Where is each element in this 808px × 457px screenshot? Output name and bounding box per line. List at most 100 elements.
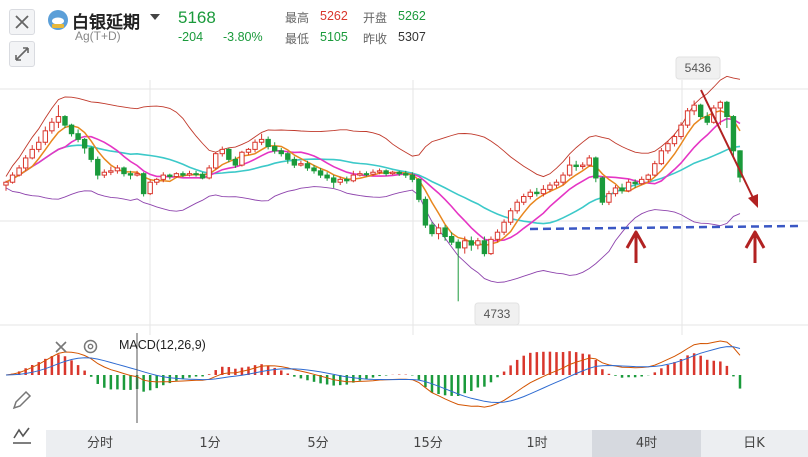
candle-body	[534, 191, 540, 195]
ma10-line	[5, 117, 741, 242]
candle-body	[108, 170, 114, 173]
min-price-label: 4733	[484, 307, 511, 321]
candle-body	[593, 157, 599, 179]
candle-body	[652, 163, 658, 176]
candle-body	[3, 181, 9, 186]
candle-body	[507, 210, 514, 223]
candle-body	[521, 196, 527, 203]
close-button[interactable]	[9, 9, 35, 35]
candle-body	[442, 227, 448, 237]
candle-body	[62, 116, 68, 126]
candle-body	[199, 173, 206, 179]
candle-body	[127, 173, 134, 176]
high-value: 5262	[320, 9, 348, 23]
draw-tool-button[interactable]	[9, 389, 35, 415]
candle-body	[717, 101, 724, 109]
candle-body	[619, 187, 625, 192]
candle-body	[114, 167, 121, 172]
candle-body	[213, 153, 219, 169]
timeframe-4h[interactable]: 4时	[592, 430, 701, 457]
timeframe-15min[interactable]: 15分	[413, 436, 443, 451]
timeframe-1min[interactable]: 1分	[199, 436, 221, 451]
candle-body	[429, 224, 435, 235]
candle-body	[101, 171, 108, 176]
candle-body	[147, 181, 153, 195]
candle-body	[154, 178, 160, 183]
candle-body	[330, 177, 337, 183]
candle-body	[671, 136, 678, 145]
candle-body	[317, 170, 324, 176]
candle-body	[560, 174, 566, 183]
indicator-settings-icon[interactable]	[82, 338, 99, 355]
candle-body	[357, 173, 363, 176]
candle-body	[553, 181, 560, 186]
expand-button[interactable]	[9, 41, 35, 67]
macd-chart[interactable]	[0, 333, 808, 429]
candle-body	[121, 167, 127, 175]
candle-body	[298, 163, 304, 166]
candle-body	[403, 173, 409, 176]
timeframe-fenshi[interactable]: 分时	[86, 436, 113, 451]
candle-body	[383, 170, 389, 175]
candle-body	[658, 150, 665, 165]
low-value: 5105	[320, 30, 348, 44]
candle-body	[304, 163, 311, 169]
candle-body	[514, 201, 520, 212]
candle-body	[160, 174, 166, 180]
indicator-close-icon[interactable]	[54, 340, 68, 354]
timeframe-1h[interactable]: 1时	[526, 436, 548, 451]
timeframe-5min[interactable]: 5分	[307, 436, 329, 451]
pencil-icon	[12, 390, 32, 410]
candle-body	[75, 133, 81, 140]
candle-body	[704, 116, 710, 123]
candle-body	[580, 164, 586, 168]
candle-body	[416, 178, 422, 200]
down-arrow-head	[748, 194, 758, 208]
candle-body	[278, 150, 284, 155]
dropdown-chevron-icon[interactable]	[150, 14, 160, 22]
candle-body	[625, 181, 632, 192]
expand-icon	[15, 47, 29, 61]
up-arrow-2	[744, 230, 766, 263]
candle-body	[95, 158, 101, 176]
candle-body	[389, 171, 396, 175]
candle-body	[730, 116, 737, 152]
candle-body	[566, 164, 573, 176]
candle-body	[396, 171, 402, 175]
candle-body	[645, 174, 651, 180]
timeframe-day[interactable]: 日K	[743, 436, 765, 451]
candle-body	[291, 158, 298, 166]
candle-body	[245, 148, 252, 153]
candle-body	[697, 104, 704, 118]
candle-body	[684, 110, 691, 126]
candle-body	[22, 157, 29, 169]
candle-body	[435, 227, 442, 235]
candle-body	[363, 173, 370, 176]
candle-body	[540, 188, 547, 195]
product-code: Ag(T+D)	[75, 29, 121, 43]
candle-body	[29, 148, 35, 159]
candle-body	[494, 231, 501, 240]
candle-body	[16, 167, 22, 176]
candle-body	[239, 151, 245, 166]
candle-body	[488, 238, 494, 255]
kline-chart[interactable]: 10/15 08:0010/27 08:0011/06 08:00 543647…	[0, 55, 808, 335]
candle-body	[55, 116, 62, 123]
wave-chart-icon	[13, 427, 31, 444]
candle-body	[226, 148, 232, 160]
candle-body	[258, 138, 265, 143]
candle-body	[206, 167, 212, 179]
product-name[interactable]: 白银延期	[72, 13, 140, 33]
product-logo	[48, 10, 68, 30]
max-price-label-box	[675, 56, 721, 80]
indicator-toggle-button[interactable]	[9, 423, 35, 449]
candle-body	[376, 170, 383, 173]
candle-body	[573, 164, 579, 168]
candle-body	[455, 241, 461, 249]
macd-dea-line	[5, 346, 741, 404]
candle-body	[232, 158, 239, 166]
candle-body	[468, 240, 475, 246]
prev-close-value: 5307	[398, 30, 426, 44]
candle-body	[81, 138, 88, 149]
candle-body	[167, 174, 173, 178]
